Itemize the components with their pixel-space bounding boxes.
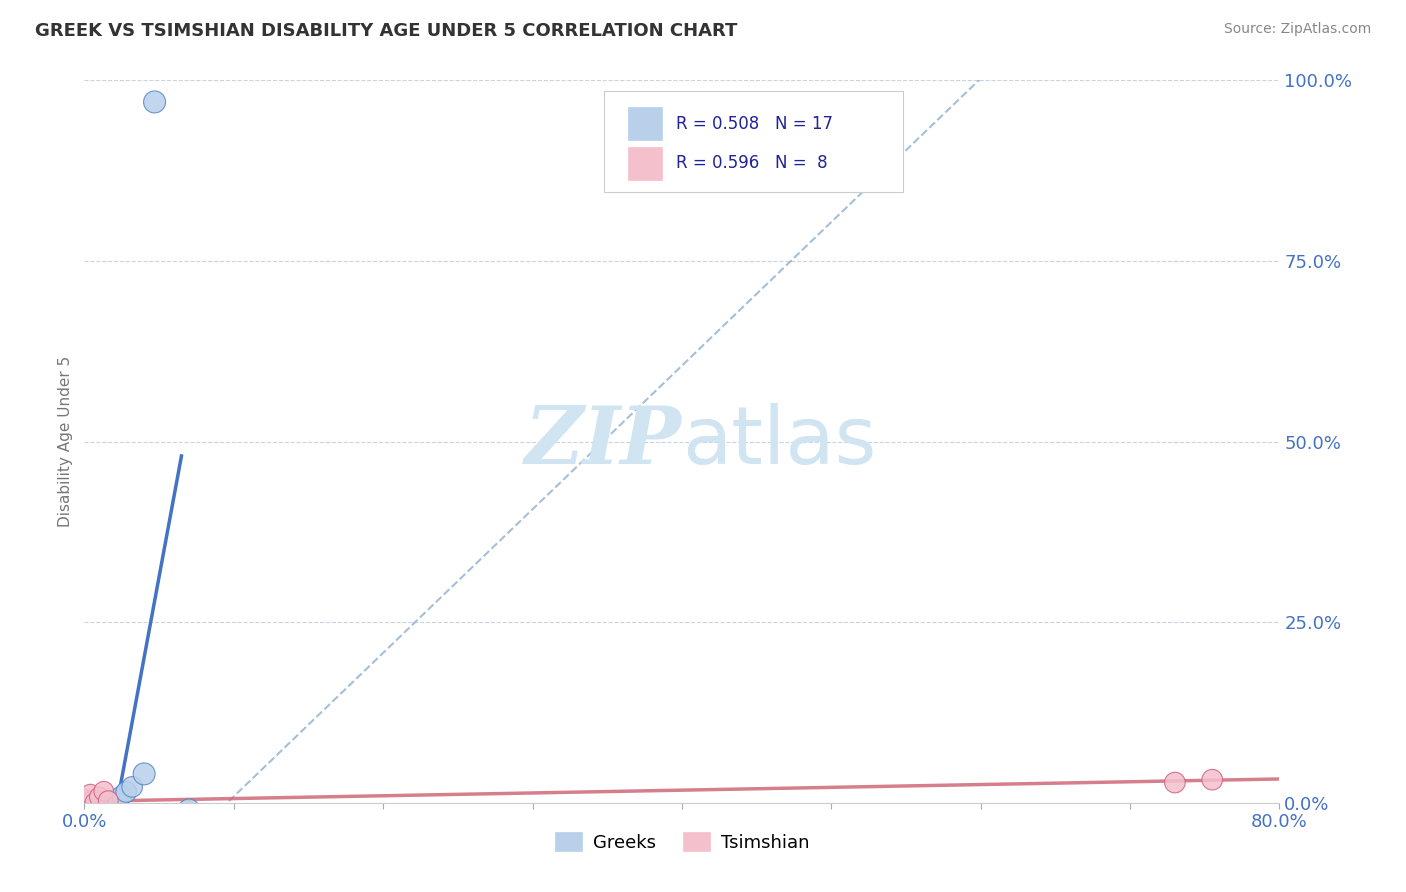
Point: [111, 789, 134, 803]
Point: [83, 796, 105, 810]
Point: [77, 795, 100, 809]
Bar: [628, 147, 662, 179]
Point: [94, 795, 117, 809]
FancyBboxPatch shape: [605, 91, 903, 193]
Point: [97, 794, 120, 808]
Point: [121, 780, 143, 794]
Point: [80, 794, 103, 808]
Text: GREEK VS TSIMSHIAN DISABILITY AGE UNDER 5 CORRELATION CHART: GREEK VS TSIMSHIAN DISABILITY AGE UNDER …: [35, 22, 738, 40]
Text: Source: ZipAtlas.com: Source: ZipAtlas.com: [1223, 22, 1371, 37]
Text: atlas: atlas: [682, 402, 876, 481]
Point: [177, 803, 200, 817]
Point: [143, 95, 166, 109]
Y-axis label: Disability Age Under 5: Disability Age Under 5: [58, 356, 73, 527]
Legend: Greeks, Tsimshian: Greeks, Tsimshian: [547, 825, 817, 859]
Point: [97, 794, 120, 808]
Point: [1164, 775, 1187, 789]
Point: [100, 794, 122, 808]
Point: [91, 796, 114, 810]
Point: [86, 794, 108, 808]
Text: R = 0.596   N =  8: R = 0.596 N = 8: [676, 154, 828, 172]
Point: [132, 767, 156, 781]
Text: R = 0.508   N = 17: R = 0.508 N = 17: [676, 115, 832, 133]
Point: [1201, 772, 1223, 787]
Point: [105, 791, 128, 805]
Point: [89, 794, 111, 808]
Bar: [628, 107, 662, 140]
Point: [103, 793, 125, 807]
Point: [79, 787, 101, 801]
Point: [89, 790, 111, 805]
Point: [93, 784, 115, 798]
Point: [115, 785, 138, 799]
Point: [83, 795, 105, 809]
Point: [73, 792, 96, 806]
Text: ZIP: ZIP: [524, 403, 682, 480]
